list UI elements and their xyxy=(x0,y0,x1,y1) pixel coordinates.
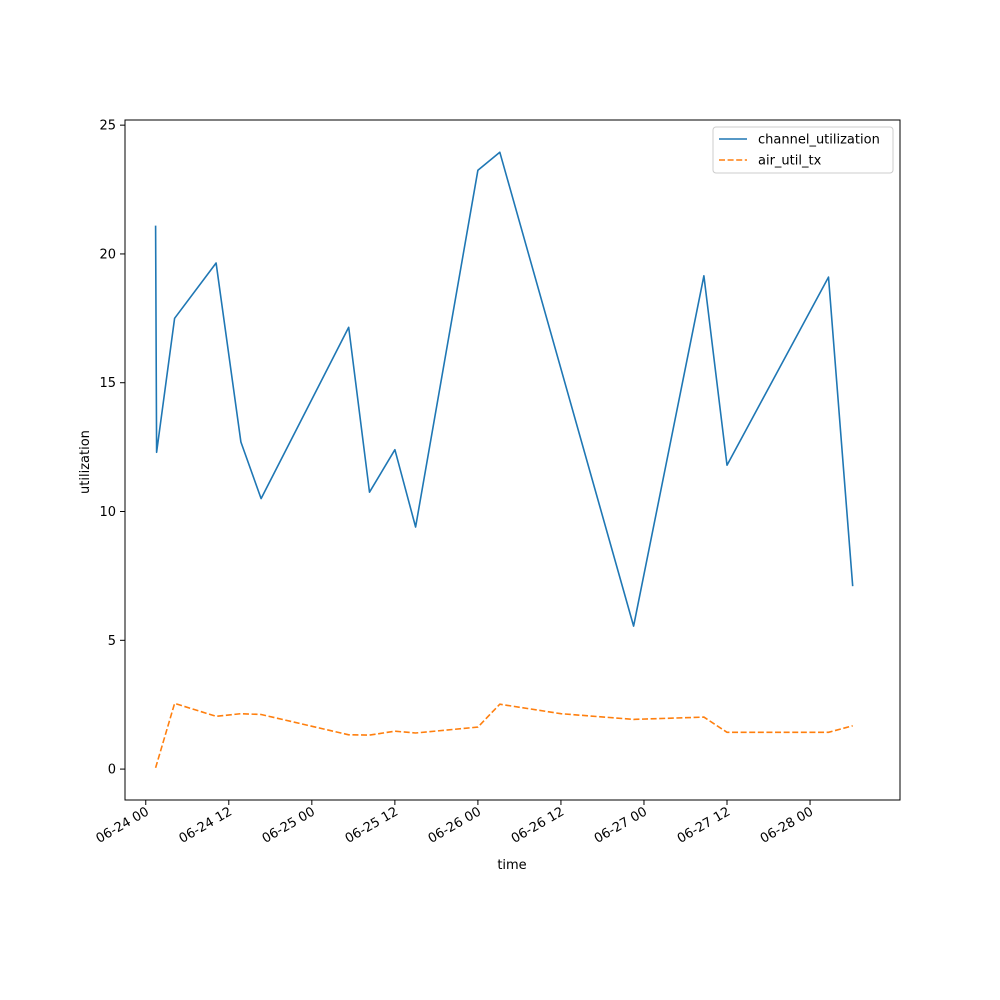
y-axis: 0 5 10 15 20 25 xyxy=(99,119,125,778)
legend-label: channel_utilization xyxy=(758,133,880,148)
y-axis-label: utilization xyxy=(78,430,93,494)
x-tick-label: 06-25 00 xyxy=(260,804,318,846)
y-tick-label: 10 xyxy=(99,505,116,520)
y-tick-label: 15 xyxy=(99,376,116,391)
x-tick-label: 06-27 12 xyxy=(675,804,733,846)
x-tick-label: 06-25 12 xyxy=(343,804,401,846)
x-axis-label: time xyxy=(497,858,526,873)
series-line-air-util-tx xyxy=(154,702,853,769)
legend-label: air_util_tx xyxy=(758,154,822,169)
y-tick-label: 20 xyxy=(99,247,116,262)
y-tick-label: 0 xyxy=(108,763,116,778)
x-tick-label: 06-24 12 xyxy=(177,804,235,846)
x-tick-label: 06-26 12 xyxy=(509,804,567,846)
legend-box xyxy=(712,126,894,174)
series-line-channel-utilization xyxy=(154,151,854,627)
plot-frame xyxy=(124,119,901,801)
legend: channel_utilization air_util_tx xyxy=(712,126,894,174)
x-axis: 06-24 00 06-24 12 06-25 00 06-25 12 06-26 00… xyxy=(94,800,816,847)
x-tick-label: 06-24 00 xyxy=(94,804,152,846)
x-tick-label: 06-28 00 xyxy=(758,804,816,846)
series-layer xyxy=(154,151,854,769)
plot-area xyxy=(124,119,901,801)
y-tick-label: 5 xyxy=(108,634,116,649)
x-tick-label: 06-26 00 xyxy=(426,804,484,846)
y-tick-label: 25 xyxy=(99,119,116,134)
x-tick-label: 06-27 00 xyxy=(592,804,650,846)
